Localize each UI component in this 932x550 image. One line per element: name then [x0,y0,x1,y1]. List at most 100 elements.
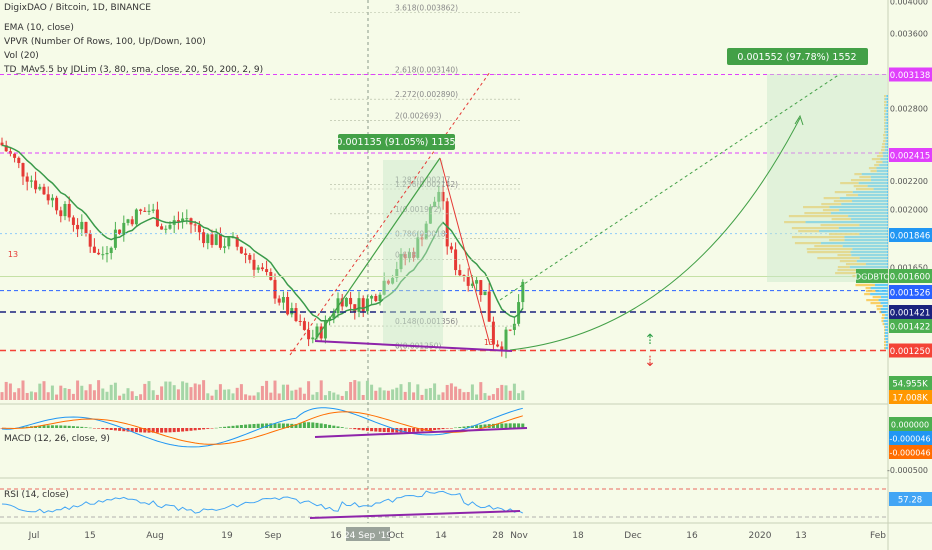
vpvr-bar [870,302,881,305]
candle-body [512,323,516,330]
candle [517,294,521,326]
candle-body [4,145,8,152]
vpvr-bar [798,230,820,233]
fib-label: 0.618 [395,251,417,260]
vpvr-bar [885,338,888,341]
candle-body [466,276,470,286]
macd-hist-bar [454,427,458,429]
candle-body [302,321,306,330]
vpvr-bar [784,221,806,224]
volume-bar [294,389,298,400]
volume-bar [416,384,420,400]
macd-hist-bar [466,426,470,428]
x-tick-label: 19 [221,531,233,541]
price-tick-label: 0.002800 [890,105,928,114]
candle-body [97,252,101,255]
volume-bar [97,380,101,400]
candle-body [508,329,512,331]
macd-hist-bar [458,427,462,428]
candle [101,246,105,260]
volume-bar [168,381,172,400]
td-count-label: 13 [484,338,494,347]
legend-title: DigixDAO / Bitcoin, 1D, BINANCE [4,3,151,13]
candle-body [437,191,441,202]
volume-bar [361,394,365,400]
vpvr-bar [881,149,885,152]
macd-hist-bar [155,428,159,433]
macd-hist-bar [462,426,466,428]
macd-hist-bar [437,428,441,430]
candle-body [227,237,231,247]
vpvr-bar [878,152,883,155]
candle [340,293,344,311]
vpvr-bar [830,212,888,215]
macd-divergence-line [314,427,528,438]
candle [46,186,50,205]
macd-hist-bar [483,424,487,428]
vpvr-bar [839,197,888,200]
volume-bar [517,393,521,400]
vpvr-bar [858,182,888,185]
candle [92,238,96,253]
vpvr-bar [884,107,885,110]
macd-hist-bar [181,428,185,432]
x-tick-label: Dec [624,531,641,541]
vpvr-bar [819,230,888,233]
candle-body [470,283,474,286]
macd-hist-bar [365,428,369,431]
candle [286,291,290,316]
crosshair-date-box [346,527,390,541]
candle [34,171,38,194]
price-marker-box [889,228,932,242]
candle [21,162,25,186]
candle-body [475,280,479,284]
macd-hist-bar [500,423,504,428]
vpvr-bar [884,104,886,107]
fib-label: 1(0.001972) [395,205,441,214]
vpvr-bar [844,236,888,239]
vpvr-bar [884,107,888,110]
candle-body [491,321,495,345]
candle [8,147,12,157]
price-marker-label: 0.001846 [890,232,931,242]
vpvr-bar [881,314,886,317]
candle [210,229,214,248]
vpvr-bar [884,131,886,134]
candle-body [273,279,277,299]
vpvr-bar [820,224,860,227]
candle-body [214,233,218,245]
macd-hist-bar [378,428,382,432]
macd-pane: 0.000000 -0.000046 -0.000046 -0.000500 [0,407,932,475]
candle [311,329,315,344]
candle-body [370,295,374,299]
x-tick-label: 16 [686,531,698,541]
vpvr-bar [791,227,839,230]
vpvr-bar [859,224,888,227]
volume-bar [25,392,29,400]
candle [50,194,54,208]
candle-body [458,270,462,276]
macd-hist-bar [382,428,386,433]
macd-marker-label: -0.000046 [889,449,930,458]
rsi-marker-label: 57.28 [898,496,922,506]
volume-bar [328,391,332,400]
candle [407,248,411,263]
macd-hist-bar [210,428,214,429]
volume-bar [118,395,122,400]
vpvr-bar [850,179,872,182]
legend-vpvr: VPVR (Number Of Rows, 100, Up/Down, 100) [4,37,206,47]
volume-bar [29,391,33,400]
macd-hist-bar [50,425,54,428]
vpvr-bar [865,263,888,266]
projection-dashed [499,73,841,301]
macd-hist-bar [319,423,323,428]
vpvr-bar [884,95,887,98]
volume-bar [336,394,340,400]
vpvr-bar [886,101,888,104]
candle-body [286,297,290,315]
volume-bar [76,380,80,400]
volume-marker-box [889,390,932,404]
volume-bar [487,395,491,400]
volume-bar [496,388,500,400]
